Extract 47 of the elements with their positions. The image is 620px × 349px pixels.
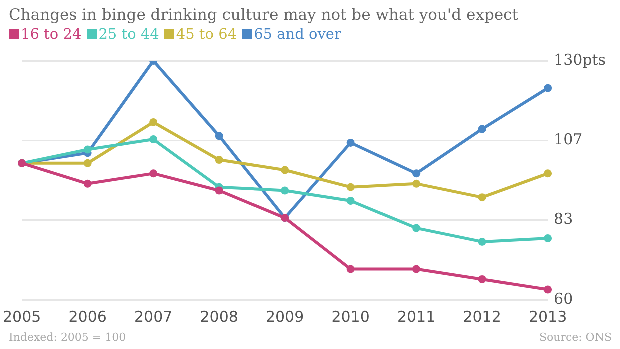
point: [544, 286, 552, 294]
point: [84, 146, 92, 154]
chart-title: Changes in binge drinking culture may not be what you'd expect: [9, 6, 518, 24]
point: [478, 194, 486, 202]
y-tick-label: 107: [554, 130, 583, 149]
point: [478, 276, 486, 284]
point: [346, 265, 355, 274]
source-note: Source: ONS: [539, 331, 612, 344]
text: Indexed: 2005 = 100: [9, 331, 126, 344]
point: [478, 238, 486, 246]
x-tick-label: 2008: [200, 308, 238, 326]
x-tick-label: 2005: [2, 308, 42, 326]
point: [412, 224, 421, 232]
x-tick-label: 2006: [68, 308, 107, 326]
y-tick-label: 130pts: [554, 50, 606, 69]
point: [346, 183, 355, 192]
point: [346, 138, 355, 147]
point: [150, 170, 158, 178]
legend-label: 16 to 24: [20, 27, 82, 43]
point: [544, 234, 552, 243]
point: [215, 186, 224, 195]
y-tick-label: 83: [554, 210, 574, 228]
point: [150, 136, 158, 144]
point: [84, 180, 92, 188]
x-tick-label: 2010: [332, 308, 370, 326]
point: [412, 265, 421, 274]
x-tick-label: 2013: [528, 308, 568, 326]
legend-label: 45 to 64: [175, 27, 238, 43]
point: [544, 84, 552, 92]
point: [544, 170, 552, 178]
x-tick-label: 2007: [134, 308, 173, 326]
point: [150, 118, 158, 126]
point: [412, 170, 421, 178]
legend-label: 25 to 44: [98, 27, 160, 43]
point: [412, 180, 421, 188]
point: [281, 186, 290, 195]
point: [84, 159, 92, 168]
x-tick-label: 2011: [397, 308, 436, 326]
point: [346, 196, 355, 205]
y-tick-label: 60: [554, 290, 574, 308]
point: [215, 132, 224, 140]
x-tick-label: 2009: [266, 308, 304, 326]
point: [281, 166, 290, 174]
point: [215, 156, 224, 164]
x-tick-label: 2012: [463, 308, 502, 326]
legend-label: 65 and over: [253, 27, 342, 43]
point: [478, 125, 486, 134]
